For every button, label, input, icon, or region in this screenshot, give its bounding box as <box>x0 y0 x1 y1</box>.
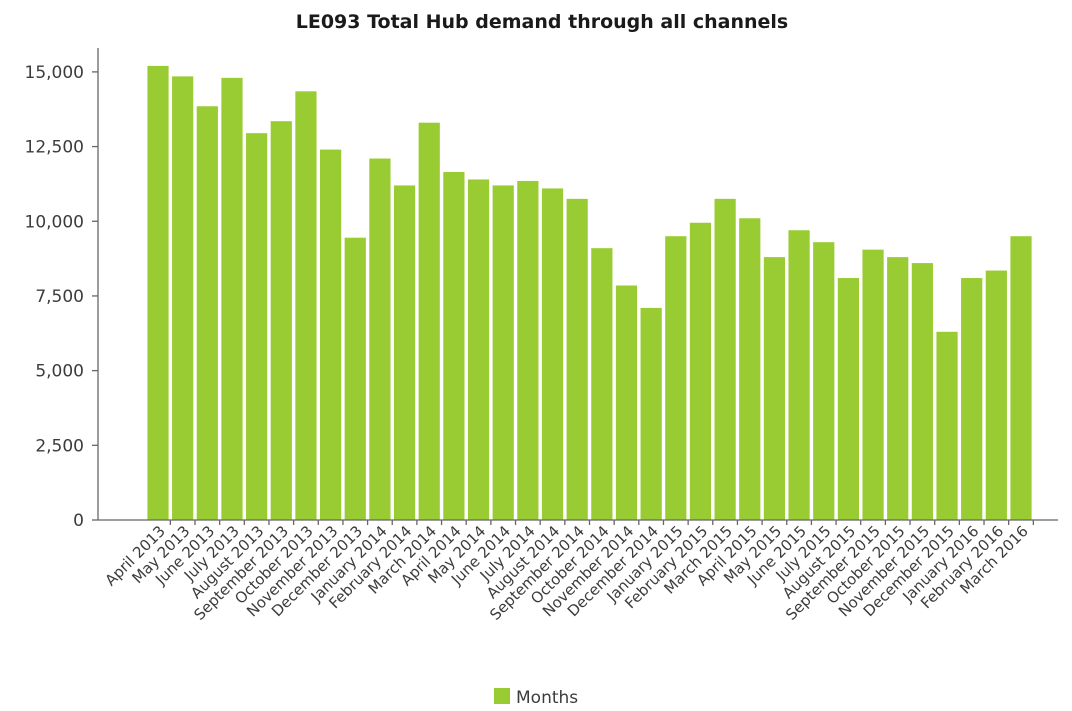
bar[interactable] <box>665 236 687 520</box>
bar[interactable] <box>615 285 638 520</box>
bar[interactable] <box>393 185 416 521</box>
y-tick-label: 2,500 <box>35 436 84 456</box>
bar[interactable] <box>344 237 366 520</box>
bar[interactable] <box>492 185 514 521</box>
bar[interactable] <box>862 249 884 520</box>
y-tick-label: 7,500 <box>35 287 84 307</box>
bar[interactable] <box>443 171 465 520</box>
bar[interactable] <box>591 248 613 520</box>
bars-group <box>147 65 1032 521</box>
bar[interactable] <box>961 278 983 520</box>
bar[interactable] <box>320 149 342 520</box>
bar[interactable] <box>788 230 810 521</box>
y-tick-label: 15,000 <box>25 63 84 83</box>
bar[interactable] <box>689 222 712 520</box>
bar[interactable] <box>418 122 440 521</box>
legend-label-months: Months <box>516 688 578 708</box>
bar[interactable] <box>196 106 218 520</box>
bar[interactable] <box>813 242 835 520</box>
bar[interactable] <box>714 198 736 521</box>
chart-title: LE093 Total Hub demand through all chann… <box>296 11 789 33</box>
bar[interactable] <box>541 188 564 520</box>
legend[interactable]: Months <box>494 688 578 708</box>
bar[interactable] <box>246 133 268 520</box>
bar[interactable] <box>640 307 662 520</box>
bar[interactable] <box>270 121 292 520</box>
bar[interactable] <box>566 198 588 521</box>
bar[interactable] <box>985 270 1007 520</box>
y-tick-label: 0 <box>73 511 84 531</box>
bar[interactable] <box>763 257 786 520</box>
bar[interactable] <box>936 331 958 520</box>
bar[interactable] <box>911 263 933 520</box>
bar[interactable] <box>369 158 391 520</box>
y-tick-label: 12,500 <box>25 138 84 158</box>
y-tick-label: 5,000 <box>35 362 84 382</box>
bar[interactable] <box>467 179 490 520</box>
bar[interactable] <box>739 218 761 520</box>
bar[interactable] <box>221 77 243 521</box>
legend-swatch-months <box>494 688 510 704</box>
bar[interactable] <box>517 180 539 520</box>
bar[interactable] <box>172 76 194 520</box>
bar[interactable] <box>295 91 317 520</box>
y-axis-ticks: 0 2,500 5,000 7,500 10,000 12,500 15,000 <box>25 63 98 531</box>
bar[interactable] <box>887 257 909 520</box>
y-tick-label: 10,000 <box>25 212 84 232</box>
bar[interactable] <box>837 278 860 520</box>
bar[interactable] <box>1010 236 1032 520</box>
bar[interactable] <box>147 65 169 521</box>
